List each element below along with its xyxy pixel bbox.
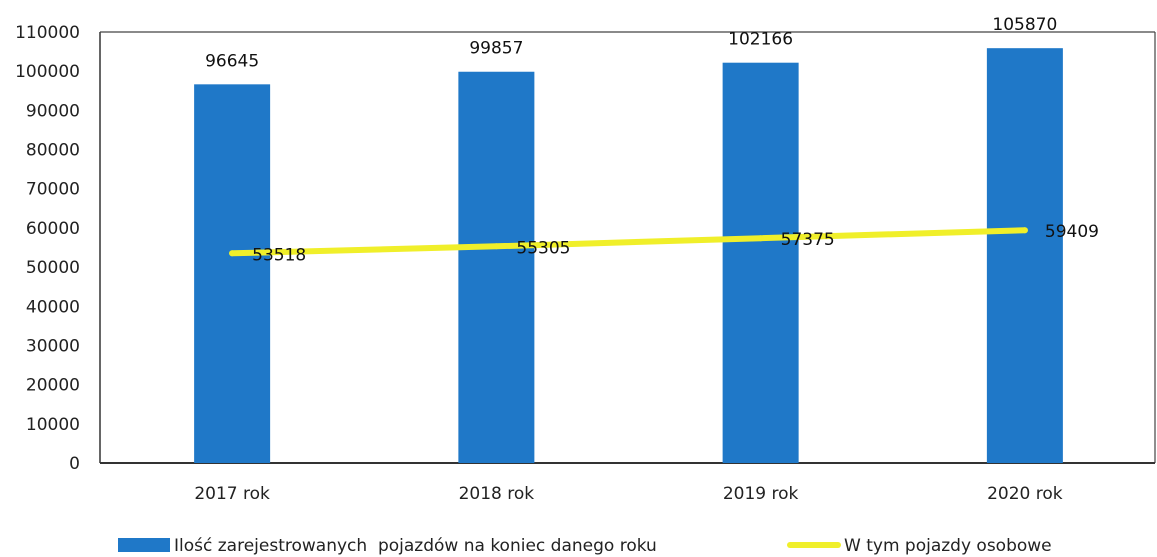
y-tick-label: 70000 (26, 180, 80, 200)
bar (194, 84, 271, 463)
bar (722, 62, 799, 463)
y-tick-label: 50000 (26, 258, 80, 278)
y-tick-label: 10000 (26, 415, 80, 435)
x-category-label: 2017 rok (194, 484, 270, 504)
bar (458, 71, 535, 463)
line-point (229, 250, 236, 257)
line-point (1021, 227, 1028, 234)
x-category-label: 2019 rok (723, 484, 799, 504)
line-value-label: 57375 (781, 230, 835, 250)
y-tick-label: 60000 (26, 219, 80, 239)
bar-value-label: 99857 (469, 39, 523, 59)
x-category-label: 2018 rok (459, 484, 535, 504)
y-tick-label: 110000 (15, 23, 80, 43)
y-tick-label: 90000 (26, 101, 80, 121)
y-tick-label: 100000 (15, 62, 80, 82)
line-point (493, 243, 500, 250)
bar (986, 48, 1063, 463)
y-tick-label: 20000 (26, 376, 80, 396)
bar-value-label: 96645 (205, 51, 259, 71)
legend-line-label: W tym pojazdy osobowe (844, 536, 1052, 556)
y-tick-label: 30000 (26, 336, 80, 356)
series-line (229, 227, 1028, 257)
line-value-label: 55305 (516, 238, 570, 258)
bar-value-label: 105870 (992, 15, 1057, 35)
legend-bar-swatch (118, 538, 170, 552)
y-tick-label: 0 (69, 454, 80, 474)
line-value-label: 59409 (1045, 222, 1099, 242)
bar-value-label: 102166 (728, 30, 793, 50)
y-tick-label: 80000 (26, 141, 80, 161)
legend-bar-label: Ilość zarejestrowanych pojazdów na konie… (174, 536, 657, 556)
y-tick-label: 40000 (26, 297, 80, 317)
x-category-label: 2020 rok (987, 484, 1063, 504)
line-value-label: 53518 (252, 245, 306, 265)
line-point (757, 235, 764, 242)
